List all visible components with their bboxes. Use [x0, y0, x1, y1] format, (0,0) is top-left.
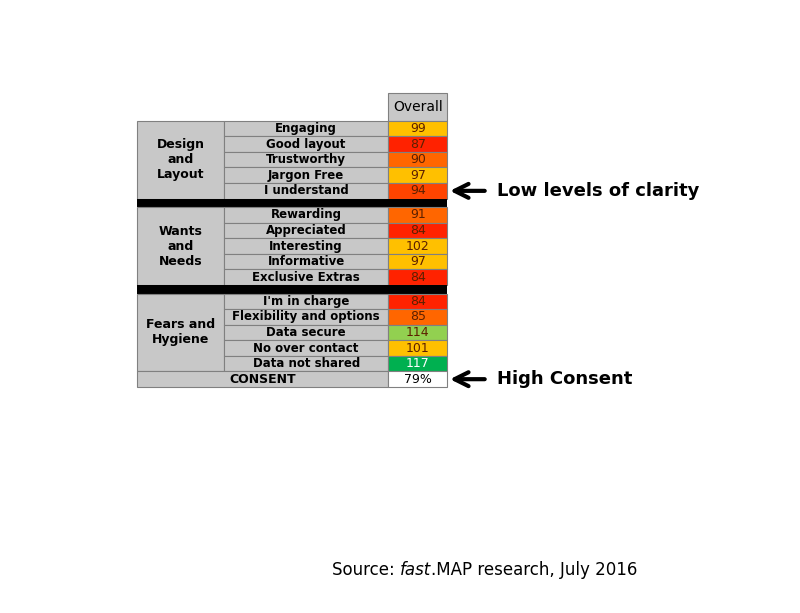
Bar [388, 207, 447, 223]
Text: 90: 90 [410, 153, 426, 166]
Bar [388, 270, 447, 285]
Text: I understand: I understand [264, 185, 349, 197]
Text: 91: 91 [410, 208, 426, 221]
Text: 84: 84 [410, 271, 426, 284]
Text: Appreciated: Appreciated [266, 224, 346, 237]
Text: Informative: Informative [267, 255, 345, 268]
Bar [224, 207, 388, 223]
Bar [388, 340, 447, 356]
Bar [224, 167, 388, 183]
Bar [388, 325, 447, 340]
Bar [224, 152, 388, 167]
Text: CONSENT: CONSENT [230, 373, 296, 386]
Text: Jargon Free: Jargon Free [268, 169, 344, 182]
Text: 97: 97 [410, 169, 426, 182]
Bar [388, 121, 447, 136]
Bar [224, 183, 388, 199]
Text: Good layout: Good layout [266, 138, 346, 151]
Text: 99: 99 [410, 122, 426, 135]
Text: Rewarding: Rewarding [270, 208, 342, 221]
Bar [138, 371, 388, 387]
Text: Design
and
Layout: Design and Layout [157, 138, 205, 181]
Bar [224, 121, 388, 136]
Text: 94: 94 [410, 185, 426, 197]
Bar [224, 270, 388, 285]
Text: 97: 97 [410, 255, 426, 268]
Text: 79%: 79% [404, 373, 432, 386]
Bar [224, 325, 388, 340]
Text: Fears and
Hygiene: Fears and Hygiene [146, 319, 215, 346]
Text: High Consent: High Consent [497, 370, 632, 388]
Text: 84: 84 [410, 295, 426, 308]
Bar [224, 309, 388, 325]
Text: 87: 87 [410, 138, 426, 151]
Bar [138, 121, 224, 199]
Bar [138, 294, 224, 371]
Bar [224, 136, 388, 152]
Text: I'm in charge: I'm in charge [263, 295, 350, 308]
Bar [224, 340, 388, 356]
Bar [224, 223, 388, 238]
Bar [388, 254, 447, 270]
Text: Engaging: Engaging [275, 122, 337, 135]
Bar [224, 254, 388, 270]
Text: Interesting: Interesting [270, 240, 343, 253]
Text: Trustworthy: Trustworthy [266, 153, 346, 166]
Text: 84: 84 [410, 224, 426, 237]
Bar [388, 183, 447, 199]
Bar [224, 294, 388, 309]
Text: 117: 117 [406, 357, 430, 370]
Bar [388, 93, 447, 121]
Text: Low levels of clarity: Low levels of clarity [497, 182, 699, 200]
Text: Data secure: Data secure [266, 326, 346, 339]
Text: Wants
and
Needs: Wants and Needs [158, 224, 202, 268]
Text: Flexibility and options: Flexibility and options [232, 310, 380, 324]
Text: Overall: Overall [393, 100, 442, 114]
Text: .MAP research, July 2016: .MAP research, July 2016 [431, 561, 638, 579]
Bar [388, 356, 447, 371]
Text: fast: fast [400, 561, 431, 579]
Text: No over contact: No over contact [254, 341, 359, 354]
Bar [224, 238, 388, 254]
Bar [138, 199, 447, 207]
Text: 114: 114 [406, 326, 430, 339]
Bar [138, 207, 224, 285]
Text: 85: 85 [410, 310, 426, 324]
Bar [388, 167, 447, 183]
Bar [388, 309, 447, 325]
Bar [138, 93, 388, 121]
Bar [224, 356, 388, 371]
Text: 102: 102 [406, 240, 430, 253]
Bar [388, 294, 447, 309]
Bar [388, 136, 447, 152]
Text: Data not shared: Data not shared [253, 357, 360, 370]
Text: Exclusive Extras: Exclusive Extras [252, 271, 360, 284]
Text: 101: 101 [406, 341, 430, 354]
Bar [138, 285, 447, 294]
Text: Source:: Source: [332, 561, 400, 579]
Bar [388, 371, 447, 387]
Bar [388, 223, 447, 238]
Bar [388, 152, 447, 167]
Bar [388, 238, 447, 254]
